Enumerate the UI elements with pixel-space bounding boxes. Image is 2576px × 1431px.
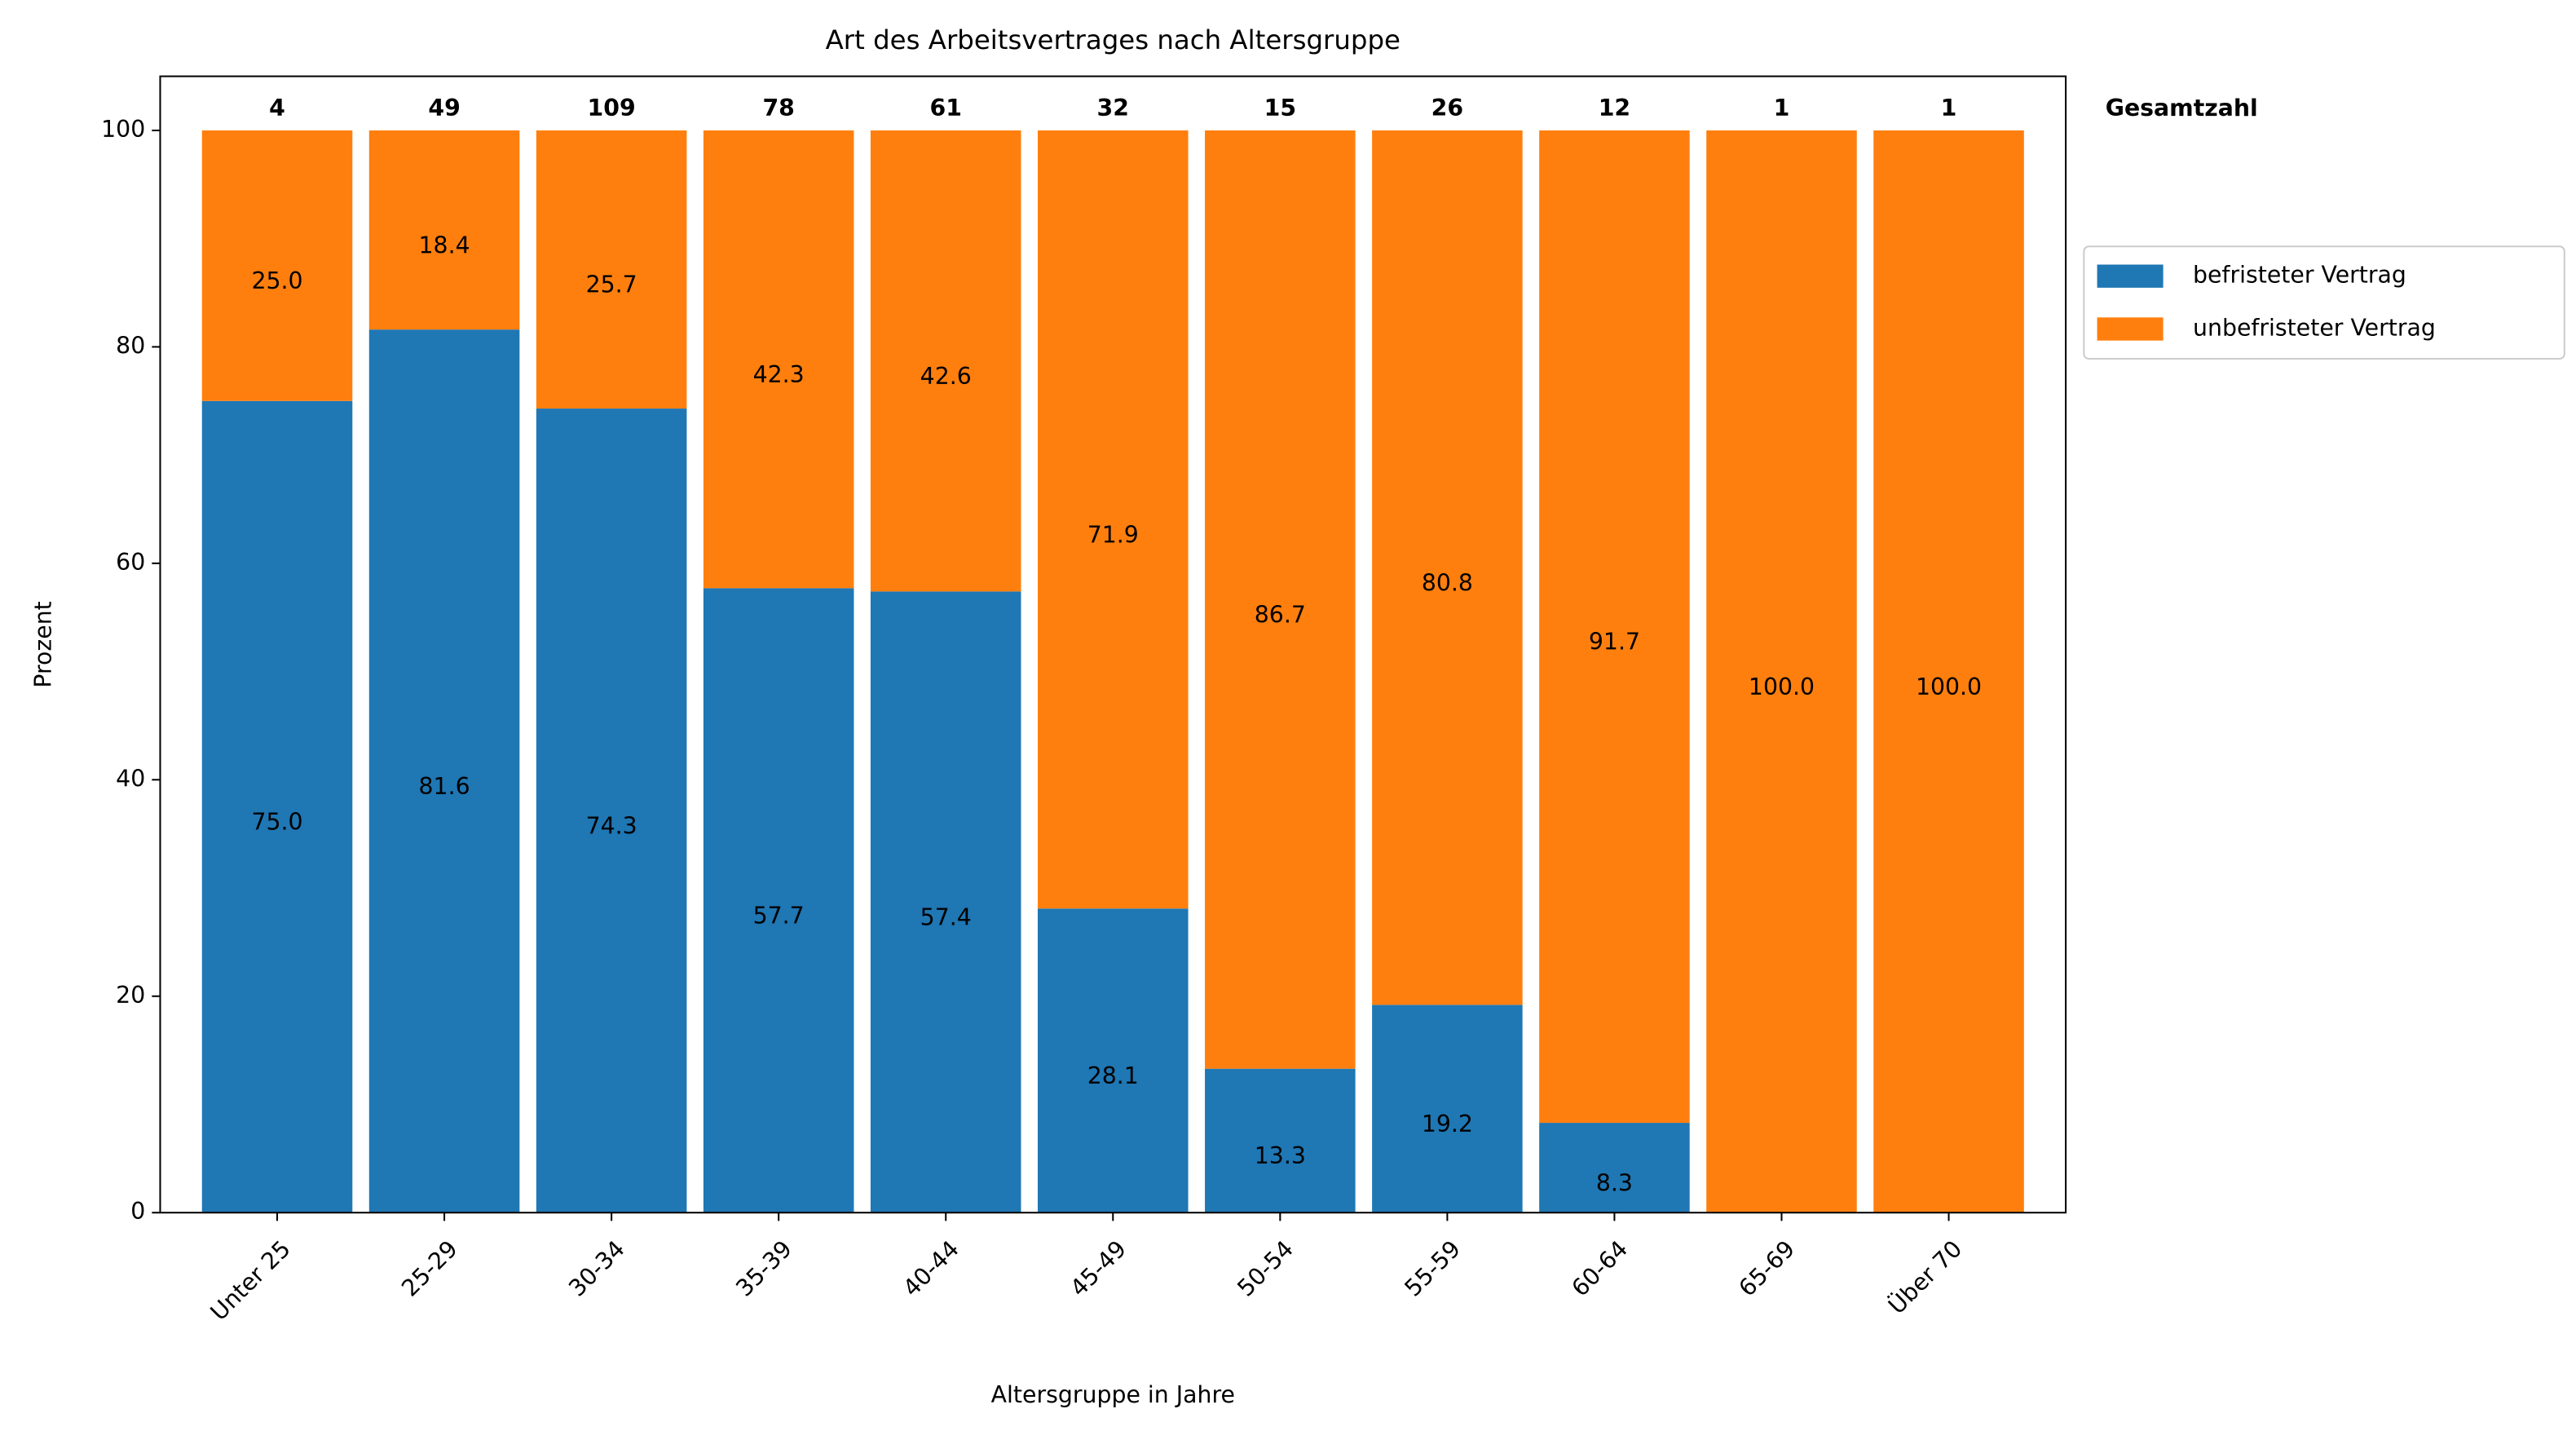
bar-segment (201, 400, 353, 1213)
total-label: 1 (1774, 95, 1790, 121)
x-tick-label: Über 70 (1882, 1234, 1967, 1319)
total-label: 49 (428, 95, 460, 121)
value-label: 80.8 (1422, 569, 1473, 596)
value-label: 57.7 (753, 903, 805, 930)
x-tick-label: 50-54 (1233, 1235, 1299, 1302)
value-label: 19.2 (1422, 1111, 1473, 1137)
y-tick-label: 40 (116, 765, 145, 792)
bar-segment (1539, 130, 1690, 1124)
bar-segment (536, 130, 687, 409)
value-label: 18.4 (419, 232, 470, 258)
legend-swatch (2097, 317, 2164, 341)
x-tick-label: Unter 25 (205, 1235, 296, 1326)
bar-segment (201, 130, 353, 401)
value-label: 81.6 (419, 773, 470, 800)
value-label: 28.1 (1087, 1062, 1139, 1089)
bar-segment (1873, 130, 2024, 1213)
total-label: 1 (1941, 95, 1957, 121)
x-axis-title: Altersgruppe in Jahre (991, 1381, 1235, 1408)
x-tick-label: 30-34 (563, 1235, 630, 1302)
legend-label: unbefristeter Vertrag (2193, 315, 2436, 342)
bar-segment (368, 329, 520, 1213)
value-label: 100.0 (1749, 674, 1815, 700)
bar-segment (870, 130, 1021, 592)
value-label: 91.7 (1589, 629, 1640, 656)
total-label: 26 (1431, 95, 1463, 121)
value-label: 100.0 (1916, 674, 1982, 700)
value-label: 42.6 (920, 363, 972, 390)
totals-header: Gesamtzahl (2106, 95, 2258, 121)
y-tick-label: 60 (116, 549, 145, 576)
value-label: 42.3 (753, 361, 805, 388)
x-tick-label: 55-59 (1400, 1235, 1467, 1302)
x-tick-label: 45-49 (1065, 1235, 1131, 1302)
bar-segment (368, 130, 520, 330)
total-label: 109 (588, 95, 636, 121)
x-tick-label: 40-44 (898, 1235, 964, 1302)
bar-segment (703, 588, 854, 1213)
bar-segment (1205, 130, 1356, 1069)
value-label: 13.3 (1255, 1142, 1306, 1169)
x-tick-label: 60-64 (1567, 1235, 1634, 1302)
y-tick-label: 80 (116, 332, 145, 359)
bar-segment (1539, 1123, 1690, 1213)
value-label: 74.3 (586, 812, 637, 839)
y-tick-label: 20 (116, 982, 145, 1009)
value-label: 71.9 (1087, 521, 1139, 548)
plot-frame (159, 75, 2067, 1214)
total-label: 61 (930, 95, 962, 121)
x-tick-label: 25-29 (396, 1235, 463, 1302)
legend-swatch (2097, 264, 2164, 288)
bar-segment (703, 130, 854, 589)
value-label: 25.7 (586, 272, 637, 298)
x-tick-label: 35-39 (730, 1235, 797, 1302)
y-tick-label: 100 (101, 116, 145, 143)
bar-segment (1706, 130, 1857, 1213)
value-label: 86.7 (1255, 602, 1306, 629)
y-tick-label: 0 (130, 1198, 145, 1225)
value-label: 75.0 (251, 809, 302, 836)
bar-segment (870, 591, 1021, 1213)
bar-segment (536, 409, 687, 1213)
total-label: 32 (1097, 95, 1129, 121)
bar-segment (1038, 130, 1189, 909)
bar-segment (1038, 908, 1189, 1213)
bar-segment (1372, 1005, 1523, 1213)
total-label: 4 (269, 95, 285, 121)
value-label: 57.4 (920, 904, 972, 931)
legend-box (2083, 245, 2565, 360)
value-label: 8.3 (1596, 1169, 1633, 1196)
total-label: 78 (762, 95, 794, 121)
total-label: 12 (1599, 95, 1630, 121)
x-tick-label: 65-69 (1734, 1235, 1801, 1302)
bar-segment (1205, 1068, 1356, 1213)
legend-label: befristeter Vertrag (2193, 262, 2406, 289)
y-axis-title: Prozent (30, 601, 57, 687)
bar-segment (1372, 130, 1523, 1005)
chart-title: Art des Arbeitsvertrages nach Altersgrup… (826, 24, 1400, 55)
value-label: 25.0 (251, 267, 302, 294)
total-label: 15 (1264, 95, 1296, 121)
